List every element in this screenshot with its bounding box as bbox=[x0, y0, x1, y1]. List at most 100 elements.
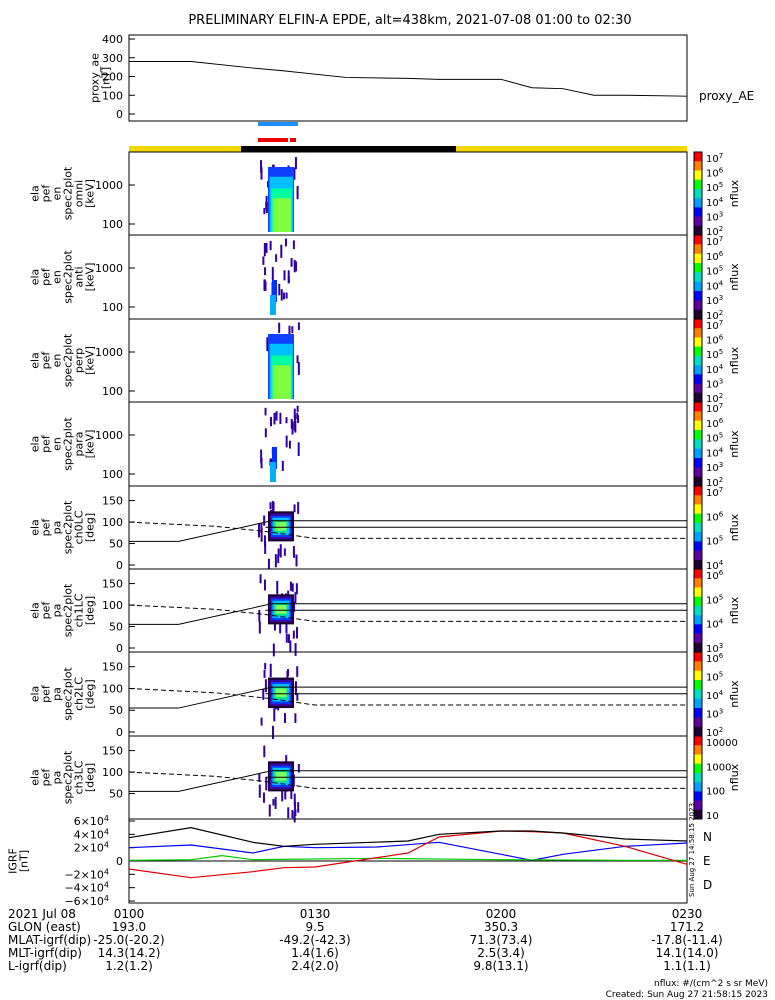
spec-noise bbox=[282, 292, 285, 300]
pa-noise bbox=[283, 548, 286, 556]
ylabel-line: [keV] bbox=[84, 179, 97, 208]
pa-noise bbox=[262, 792, 265, 803]
colorbar-tick: 105 bbox=[706, 181, 723, 194]
colorbar-tick: 102 bbox=[706, 309, 723, 322]
pa-ytick: 0 bbox=[116, 559, 123, 572]
colorbar-tick: 103 bbox=[706, 210, 723, 223]
ylabel-line: para bbox=[73, 432, 86, 457]
ylabel-line: ela bbox=[29, 602, 42, 619]
pa-ytick: 50 bbox=[109, 621, 123, 634]
pa-noise bbox=[259, 574, 262, 584]
ylabel-line: spec2plot bbox=[62, 417, 75, 471]
colorbar-segment bbox=[694, 596, 702, 607]
losscone-line bbox=[129, 520, 687, 542]
spec-noise bbox=[260, 449, 263, 464]
colorbar-segment bbox=[694, 522, 702, 533]
ylabel-9: IGRF[nT] bbox=[7, 848, 31, 874]
ylabel-line: ch1LC bbox=[73, 593, 86, 627]
footer-value: 0230 bbox=[672, 907, 703, 921]
colorbar-segment bbox=[694, 809, 702, 820]
science-zone-red bbox=[290, 138, 296, 142]
spec-ytick: 100 bbox=[102, 468, 123, 481]
spec-noise bbox=[271, 267, 274, 281]
colorbar-segment bbox=[694, 281, 702, 292]
spec-noise bbox=[260, 167, 263, 180]
ae-ytick: 400 bbox=[102, 33, 123, 46]
pa-core bbox=[275, 522, 287, 531]
colorbar-tick: 102 bbox=[706, 476, 723, 489]
ylabel-line: ela bbox=[29, 686, 42, 703]
colorbar-segment bbox=[694, 328, 702, 338]
pa-noise bbox=[293, 504, 296, 513]
colorbar-segment bbox=[694, 495, 702, 505]
colorbar-segment bbox=[694, 300, 702, 311]
pa-ytick: 150 bbox=[102, 661, 123, 674]
ae-line bbox=[129, 61, 688, 97]
pa-noise bbox=[294, 801, 297, 815]
ylabel-line: ela bbox=[29, 436, 42, 453]
footer-row-label: 2021 Jul 08 bbox=[8, 907, 76, 921]
pa-ytick: 150 bbox=[102, 578, 123, 591]
colorbar-label: nflux bbox=[728, 430, 741, 458]
colorbar-tick: 105 bbox=[706, 593, 723, 606]
colorbar-tick: 106 bbox=[706, 167, 724, 180]
spec-noise bbox=[296, 186, 299, 200]
pa-noise bbox=[285, 755, 288, 762]
colorbar-tick: 1000 bbox=[706, 762, 731, 773]
colorbar-segment bbox=[694, 800, 702, 811]
ylabel-line: [deg] bbox=[84, 596, 97, 625]
colorbar-segment bbox=[694, 355, 702, 366]
colorbar-segment bbox=[694, 420, 702, 431]
colorbar-segment bbox=[694, 605, 702, 616]
pa-ytick: 100 bbox=[102, 766, 123, 779]
pa-noise bbox=[272, 501, 275, 512]
colorbar-tick: 104 bbox=[706, 689, 724, 702]
footer-value: 0100 bbox=[114, 907, 145, 921]
ae-ytick: 100 bbox=[102, 89, 123, 102]
spec-core bbox=[272, 447, 277, 469]
footer-value: -17.8(-11.4) bbox=[651, 933, 722, 947]
footer-value: 9.5 bbox=[305, 920, 324, 934]
spec-noise bbox=[279, 412, 282, 425]
spec-ytick: 1000 bbox=[95, 429, 123, 442]
igrf-legend-N: N bbox=[703, 830, 712, 844]
ylabel-line: [deg] bbox=[84, 763, 97, 792]
ylabel-line: pef bbox=[40, 434, 53, 453]
colorbar-label: nflux bbox=[728, 263, 741, 291]
sunlight-bar bbox=[129, 146, 241, 152]
science-zone-red bbox=[258, 138, 288, 142]
pa-noise bbox=[258, 784, 261, 798]
losscone-dashed bbox=[128, 521, 687, 539]
ylabel-line: pa bbox=[51, 687, 64, 701]
colorbar-segment bbox=[694, 170, 702, 181]
colorbar-segment bbox=[694, 235, 702, 245]
colorbar-tick: 105 bbox=[706, 348, 723, 361]
colorbar-label-text: nflux bbox=[728, 763, 741, 791]
spec-ytick: 1000 bbox=[95, 179, 123, 192]
spec-noise bbox=[264, 267, 267, 276]
colorbar-tick: 103 bbox=[706, 642, 723, 655]
colorbar-frame bbox=[693, 735, 703, 820]
colorbar-1 bbox=[693, 151, 703, 236]
igrf-ytick: 0 bbox=[116, 855, 123, 868]
footer-value: 193.0 bbox=[112, 920, 146, 934]
colorbar-tick: 103 bbox=[706, 294, 723, 307]
pa-noise bbox=[294, 643, 297, 656]
ylabel-line: spec2plot bbox=[62, 333, 75, 387]
colorbar-tick: 104 bbox=[706, 446, 724, 459]
colorbar-tick: 107 bbox=[706, 152, 723, 165]
colorbar-segment bbox=[694, 772, 702, 783]
ylabel-line: en bbox=[51, 187, 64, 201]
colorbar-segment bbox=[694, 736, 702, 746]
colorbar-segment bbox=[694, 458, 702, 468]
pa-core bbox=[275, 688, 287, 698]
colorbar-tick: 105 bbox=[706, 432, 723, 445]
colorbar-segment bbox=[694, 689, 702, 700]
ylabel-line: IGRF bbox=[7, 848, 20, 874]
spec-noise bbox=[284, 238, 287, 247]
pa-noise bbox=[297, 501, 300, 514]
colorbar-segment bbox=[694, 244, 702, 255]
colorbar-segment bbox=[694, 216, 702, 227]
colorbar-segment bbox=[694, 661, 702, 672]
igrf-legend-E: E bbox=[703, 854, 711, 868]
